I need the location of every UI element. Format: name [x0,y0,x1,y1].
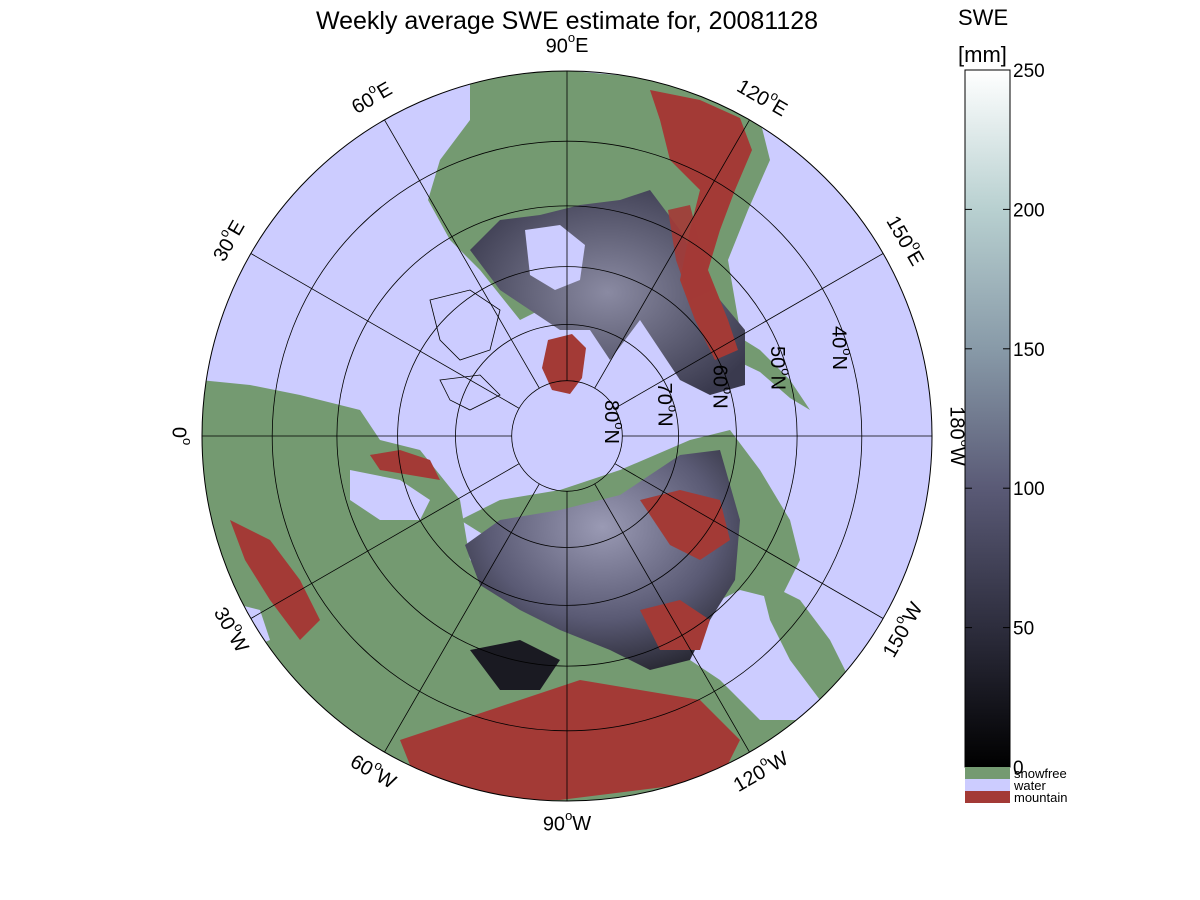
colorbar-tick-label: 0 [1013,758,1024,779]
latitude-label: 50oN [766,346,793,390]
mountain-alps-caucasus [230,520,320,640]
mountain-central-asia [400,680,740,800]
category-label-snowfree: snowfree [1014,766,1067,781]
colorbar-tick-label: 150 [1013,340,1045,361]
colorbar-tick-label: 100 [1013,479,1045,500]
colorbar-tick-label: 250 [1013,61,1045,82]
longitude-label: 30oE [205,215,250,266]
colorbar-gradient [964,69,1011,768]
latitude-label: 80oN [600,400,627,444]
latitude-label: 40oN [828,326,855,370]
colorbar-tick-label: 50 [1013,619,1034,640]
meridian-line [384,483,540,753]
meridian-line [614,463,884,619]
category-swatch-snowfree [965,767,1010,779]
colorbar-label-line2: [mm] [958,42,1007,67]
land-alaska-peninsula [728,330,810,410]
mountain-far-east [640,600,710,650]
meridian-line [250,253,520,409]
latitude-label: 60oN [708,365,735,409]
colorbar: SWE [mm] 0 50 100 150 200 250 snowfreewatermo… [958,5,1067,805]
meridian-line [384,119,540,389]
map-frame [201,70,933,802]
latitude-labels: 80oN 70oN 60oN 50oN 40oN [600,326,855,444]
latitude-label: 70oN [653,383,680,427]
meridian-line [594,119,750,389]
meridian-line [250,463,520,619]
water-scandinavia-sea [350,470,430,520]
longitude-label: 0o [168,427,195,445]
colorbar-tick-label: 200 [1013,200,1045,221]
category-label-water: water [1013,778,1046,793]
polar-map [202,71,932,801]
colorbar-ticks: 0 50 100 150 200 250 [965,61,1045,779]
mountain-iceland [370,452,402,470]
meridian-line [594,483,750,753]
meridian-line [614,253,884,409]
land-greenland [542,334,586,394]
category-label-mountain: mountain [1014,790,1067,805]
graticule [202,71,932,801]
longitude-label: 90oE [546,30,589,57]
colorbar-label-line1: SWE [958,5,1008,30]
category-swatch-mountain [965,791,1010,803]
land-kamchatka [760,580,850,700]
category-swatch-water [965,779,1010,791]
mountain-east-siberia [640,490,730,560]
water-hudson-bay [525,225,585,290]
longitude-label: 150oE [882,210,932,270]
snow-mongolia [470,640,560,690]
mountain-west-canada [668,205,712,300]
map-title: Weekly average SWE estimate for, 2008112… [316,7,818,35]
mountain-rockies [650,90,752,360]
longitude-label: 90oW [543,808,591,835]
longitude-label: 120oE [733,71,793,121]
longitude-label: 60oE [346,74,397,119]
